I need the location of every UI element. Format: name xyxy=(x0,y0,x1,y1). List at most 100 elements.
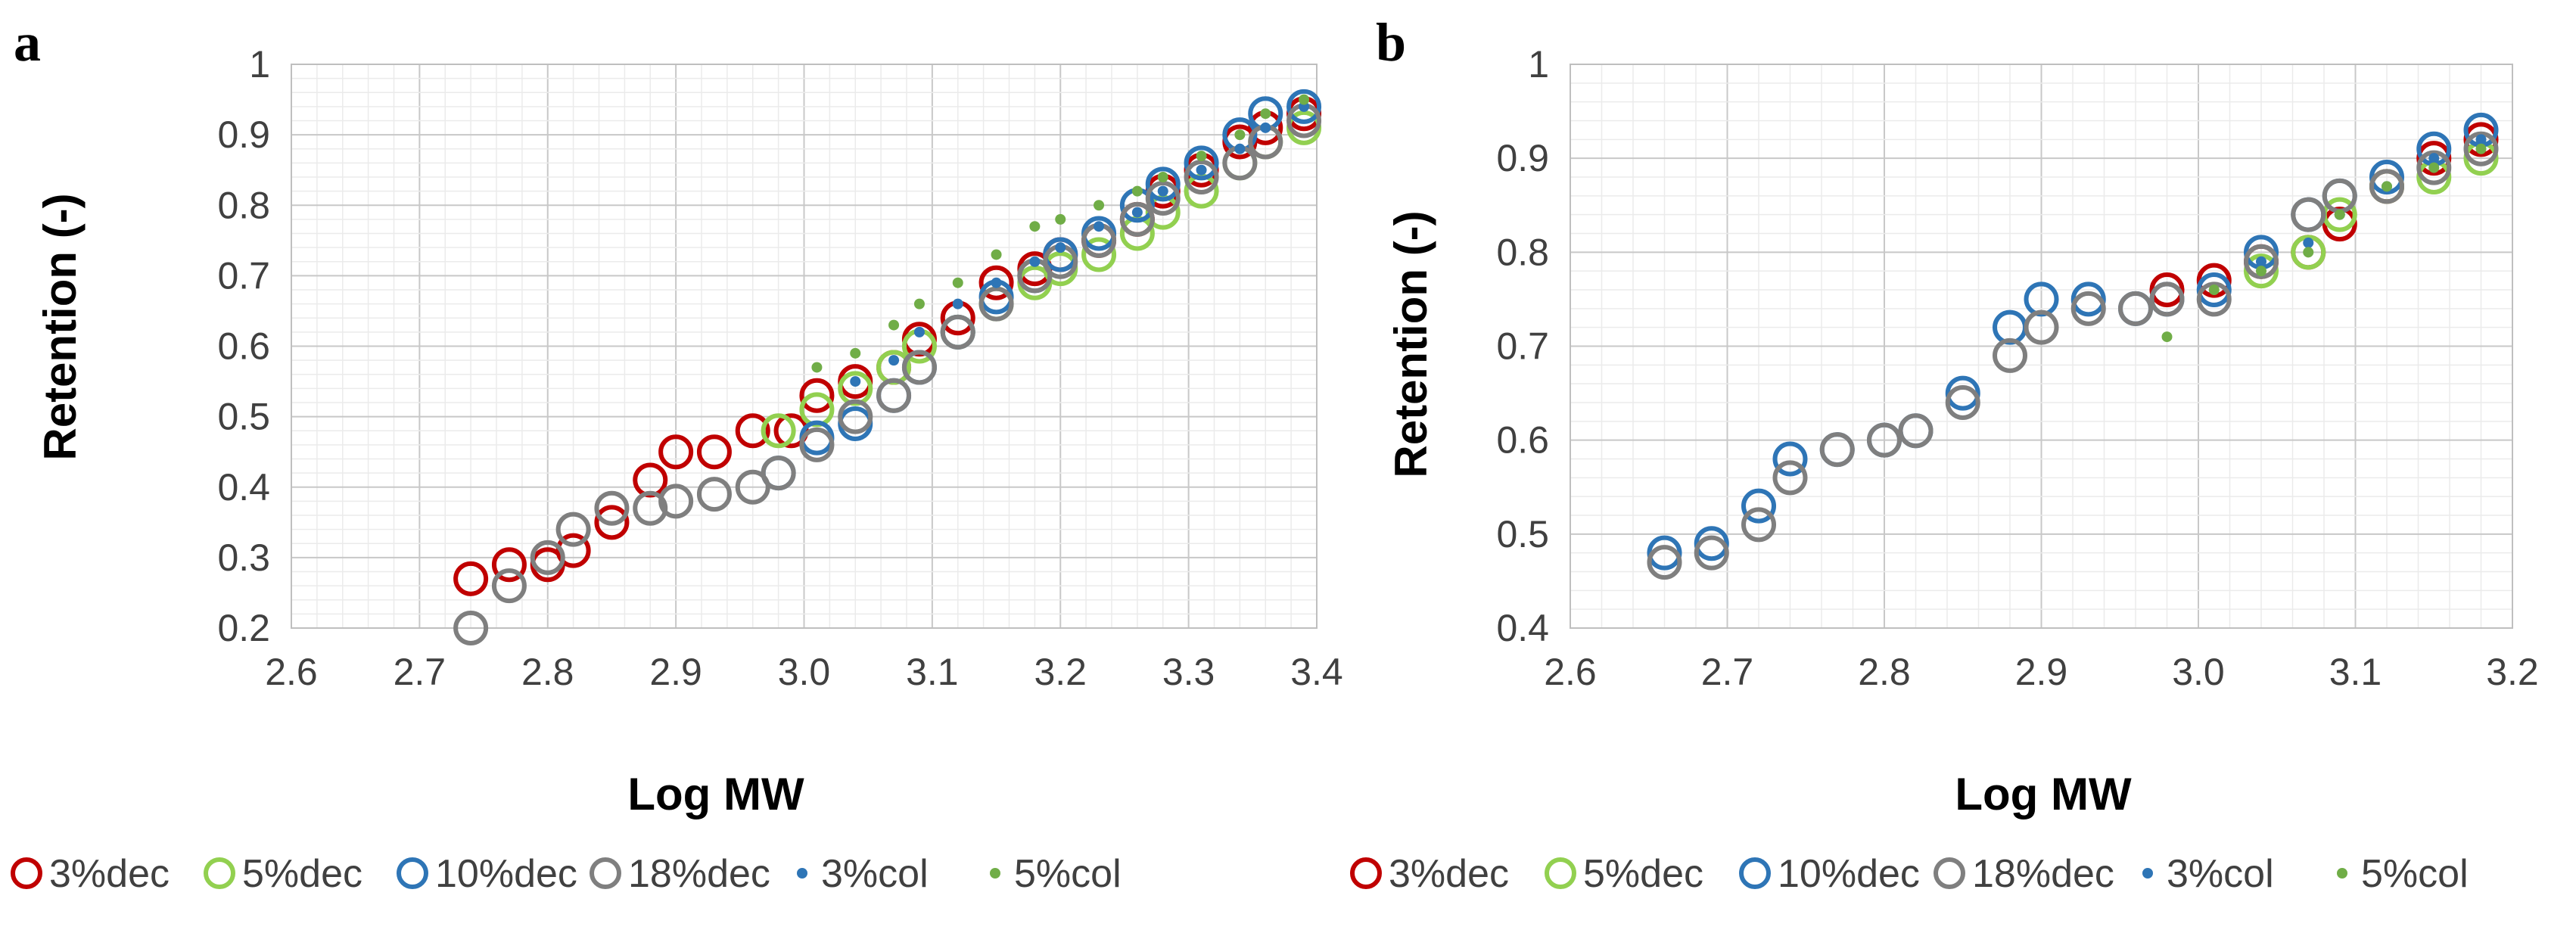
x-tick-label: 2.6 xyxy=(265,651,318,693)
data-point xyxy=(1819,432,1855,468)
legend-marker xyxy=(1739,857,1771,889)
data-point xyxy=(952,277,963,288)
x-tick-label: 2.9 xyxy=(2015,651,2068,693)
data-point xyxy=(1867,422,1902,458)
data-point xyxy=(1184,160,1219,194)
plot-frame xyxy=(291,64,1318,629)
data-point xyxy=(978,265,1014,300)
legend-item-5%dec: 5%dec xyxy=(1545,852,1703,896)
data-point xyxy=(633,490,668,526)
data-point xyxy=(1157,185,1168,197)
panel-label-b: b xyxy=(1376,12,1406,73)
data-point xyxy=(888,319,900,331)
data-point xyxy=(1993,337,2027,373)
x-tick-label: 3.2 xyxy=(2486,651,2539,693)
data-point xyxy=(1741,488,1776,524)
data-point xyxy=(658,434,694,470)
data-point xyxy=(1184,145,1219,181)
y-tick-label: 0.7 xyxy=(1496,325,1549,368)
data-point xyxy=(1131,207,1143,218)
x-tick-label: 3.3 xyxy=(1162,651,1215,693)
legend-item-18%dec: 18%dec xyxy=(590,852,770,896)
chart-panel-b: b 2.6 2.7 2.8 2.9 3.0 3.1 3.2 0.4 0.5 0.6 0.7 0.8 0.… xyxy=(1350,12,2539,896)
data-point xyxy=(555,512,591,547)
data-point xyxy=(1196,151,1207,162)
x-axis-label-b: Log MW xyxy=(1955,769,2132,819)
y-tick-label: 0.8 xyxy=(217,184,270,226)
data-point xyxy=(2291,197,2326,232)
data-point xyxy=(1055,242,1066,253)
data-point xyxy=(850,347,861,359)
data-point xyxy=(658,484,694,519)
data-point xyxy=(1286,89,1322,124)
x-tick-label: 3.0 xyxy=(778,651,831,693)
data-point xyxy=(1694,526,1729,561)
data-point xyxy=(2256,256,2266,267)
data-point xyxy=(1741,507,1776,543)
series-5%col xyxy=(2161,143,2487,343)
data-point xyxy=(2149,281,2185,317)
x-tick-label: 2.7 xyxy=(394,651,446,693)
data-point xyxy=(1094,221,1105,232)
legend-marker xyxy=(797,868,807,879)
data-point xyxy=(913,326,925,337)
chart-panel-a: a 2.6 2.7 2.8 2.9 3.0 3.1 3.2 3.3 3.4 0.2 0.3 0.4 0.… xyxy=(11,12,1343,896)
data-point xyxy=(530,540,565,575)
data-point xyxy=(1260,122,1271,133)
data-point xyxy=(2382,181,2392,192)
x-tick-label: 2.9 xyxy=(649,651,702,693)
data-point xyxy=(2428,162,2440,173)
series-5%col xyxy=(811,94,1310,373)
legend-item-5%col: 5%col xyxy=(2337,852,2469,896)
y-tick-label: 1 xyxy=(249,43,270,86)
data-point xyxy=(1081,237,1117,272)
data-point xyxy=(1119,201,1155,237)
data-point xyxy=(2463,131,2499,166)
data-point xyxy=(2208,285,2220,295)
data-point xyxy=(491,547,527,583)
legend-item-5%dec: 5%dec xyxy=(204,852,362,896)
legend-marker xyxy=(2337,868,2347,879)
legend-label: 5%col xyxy=(2361,852,2469,896)
series-18%dec xyxy=(1647,131,2499,580)
data-point xyxy=(1260,108,1271,120)
data-point xyxy=(491,568,527,604)
data-point xyxy=(2070,281,2106,317)
data-point xyxy=(2256,266,2266,277)
y-tick-label: 0.3 xyxy=(217,536,270,579)
data-point xyxy=(2024,309,2059,345)
data-point xyxy=(2244,253,2279,289)
y-tick-label: 0.5 xyxy=(1496,513,1549,555)
legend-label: 5%dec xyxy=(1583,852,1703,896)
legend-marker xyxy=(1545,857,1576,889)
plot-area-a: 2.6 2.7 2.8 2.9 3.0 3.1 3.2 3.3 3.4 0.2 0.3 0.4 0.5 0… xyxy=(217,43,1342,693)
data-point xyxy=(2196,272,2232,307)
x-tick-label: 3.4 xyxy=(1290,651,1343,693)
x-tick-label: 3.1 xyxy=(906,651,959,693)
data-point xyxy=(2416,150,2452,185)
legend-label: 3%dec xyxy=(49,852,170,896)
data-point xyxy=(2428,153,2440,164)
legend-label: 18%dec xyxy=(628,852,770,896)
panel-label-a: a xyxy=(14,12,41,73)
data-point xyxy=(1694,535,1729,571)
data-point xyxy=(696,477,732,512)
legend-a: 3%dec 5%dec 10%dec 18%dec 3%col 5%col xyxy=(11,852,1122,896)
y-tick-label: 0.7 xyxy=(217,254,270,297)
x-tick-label: 3.2 xyxy=(1034,651,1087,693)
series-3%col xyxy=(2256,134,2487,267)
legend-item-18%dec: 18%dec xyxy=(1934,852,2114,896)
data-point xyxy=(1772,441,1808,477)
legend-label: 10%dec xyxy=(1778,852,1920,896)
data-point xyxy=(2070,291,2106,326)
data-point xyxy=(1055,213,1066,225)
data-point xyxy=(2369,160,2404,194)
data-point xyxy=(940,314,975,350)
legend-label: 5%dec xyxy=(242,852,362,896)
data-point xyxy=(913,298,925,309)
data-point xyxy=(696,434,732,470)
legend-item-3%dec: 3%dec xyxy=(1350,852,1509,896)
data-point xyxy=(1945,375,1980,411)
data-point xyxy=(2196,281,2232,317)
